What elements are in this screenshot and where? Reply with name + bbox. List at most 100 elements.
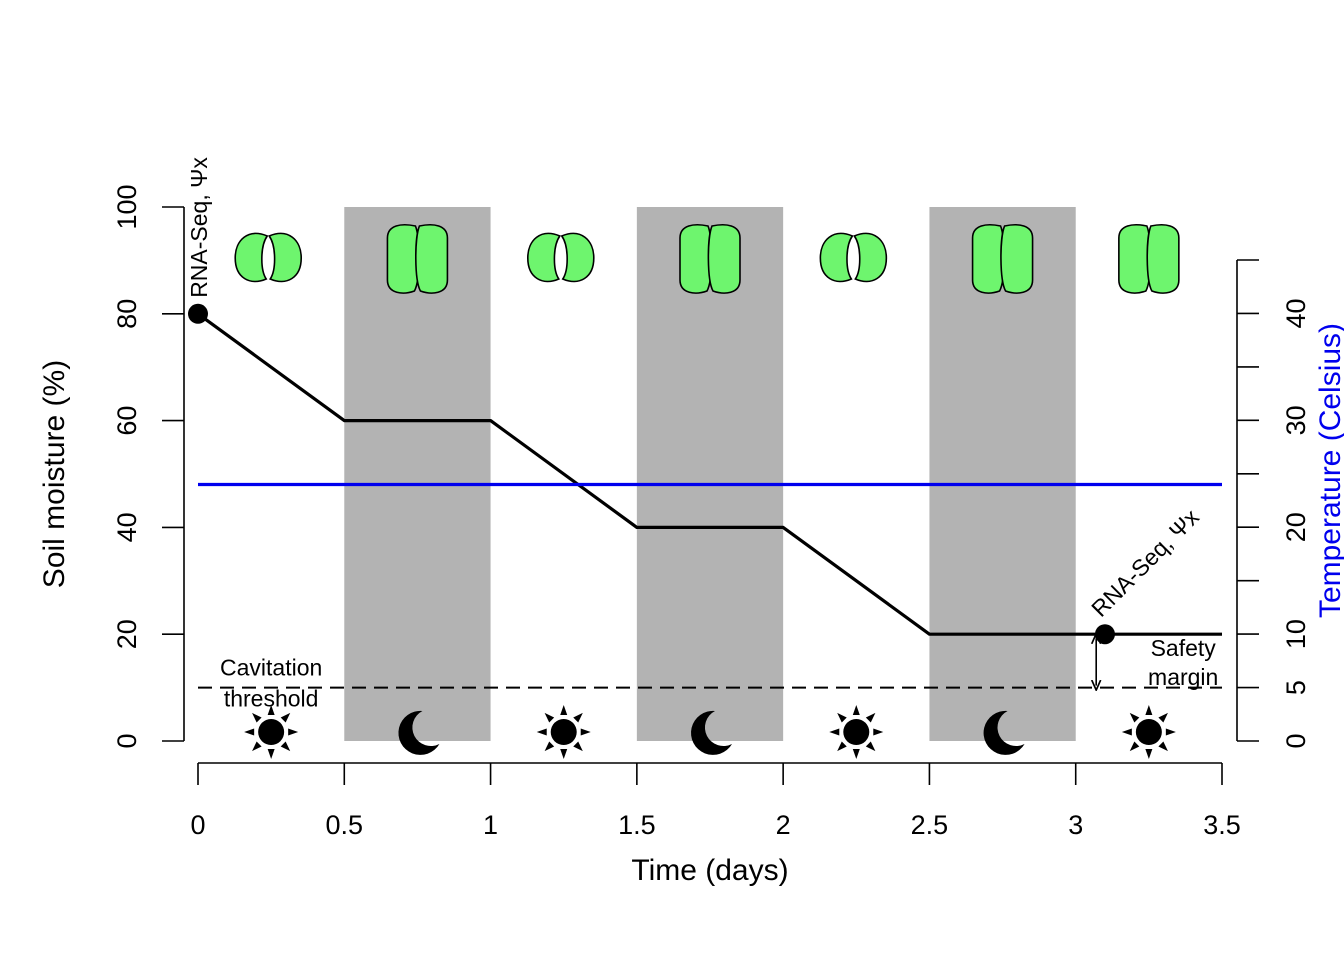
- sun-ray: [544, 712, 555, 723]
- guard-cell: [526, 232, 562, 283]
- moon-shape: [691, 710, 732, 755]
- x-tick-label: 0: [190, 810, 205, 840]
- y2-tick-label: 10: [1281, 619, 1311, 649]
- guard-cell: [1118, 223, 1152, 294]
- sun-ray: [267, 749, 275, 759]
- sampling-point-label: RNA-Seq, Ψx: [186, 157, 212, 298]
- sun-ray: [1121, 728, 1132, 736]
- sun-ray: [280, 712, 291, 723]
- night-band: [344, 207, 491, 741]
- stomata-icons: [234, 223, 1180, 294]
- x-axis-title: Time (days): [631, 854, 788, 887]
- sampling-point: [188, 303, 208, 324]
- guard-cell: [386, 223, 420, 294]
- guard-cell: [707, 223, 741, 294]
- sun-ray: [865, 712, 876, 723]
- x-tick-label: 0.5: [326, 810, 364, 840]
- sun-ray: [837, 741, 847, 752]
- sun-ray: [852, 705, 860, 715]
- sun-disc: [258, 719, 285, 745]
- sun-ray: [1145, 749, 1153, 759]
- closed-stomata-icon: [234, 232, 303, 283]
- cavitation-threshold: Cavitation threshold: [198, 655, 1222, 712]
- y-axis-title: Soil moisture (%): [38, 360, 71, 588]
- guard-cell: [415, 223, 449, 294]
- sampling-point: [1094, 624, 1115, 645]
- y-tick-label: 80: [112, 299, 142, 329]
- safety-margin-label: margin: [1148, 664, 1218, 690]
- sampling-point-label: RNA-Seq, Ψx: [1086, 504, 1204, 622]
- moon-icon: [398, 710, 440, 755]
- sun-ray: [1129, 741, 1140, 752]
- sun-ray: [288, 728, 299, 736]
- x-tick-label: 1: [483, 810, 498, 840]
- sun-ray: [244, 728, 255, 736]
- sun-ray: [280, 741, 291, 752]
- x-tick-label: 2: [776, 810, 791, 840]
- sun-ray: [252, 712, 262, 723]
- guard-cell: [853, 232, 888, 283]
- sun-ray: [560, 749, 568, 759]
- night-bands: [344, 207, 1076, 741]
- sun-disc: [550, 719, 577, 745]
- y-tick-label: 20: [112, 619, 142, 649]
- sky-icons: [244, 705, 1176, 759]
- sun-ray: [1158, 741, 1168, 752]
- sun-ray: [829, 728, 840, 736]
- y2-tick-label: 40: [1281, 298, 1311, 328]
- y-tick-label: 60: [112, 406, 142, 436]
- moon-shape: [398, 710, 440, 755]
- safety-margin: Safety margin: [1096, 635, 1218, 690]
- sun-disc: [1135, 719, 1162, 745]
- sun-ray: [873, 728, 884, 736]
- guard-cell: [267, 232, 303, 283]
- closed-stomata-icon: [526, 232, 595, 283]
- sun-ray: [580, 728, 591, 736]
- y-tick-label: 0: [112, 733, 142, 748]
- guard-cell: [560, 232, 595, 283]
- guard-cell: [1146, 223, 1180, 294]
- y2-axis-title: Temperature (Celsius): [1314, 323, 1344, 618]
- safety-margin-label: Safety: [1151, 635, 1217, 661]
- guard-cell: [1000, 223, 1034, 294]
- threshold-label: threshold: [224, 686, 319, 712]
- moon-icon: [983, 710, 1025, 755]
- y-tick-label: 40: [112, 512, 142, 542]
- sun-ray: [1165, 728, 1176, 736]
- guard-cell: [679, 223, 713, 294]
- threshold-label: Cavitation: [220, 655, 322, 681]
- sun-ray: [1145, 705, 1153, 715]
- sun-ray: [544, 741, 555, 752]
- open-stomata-icon: [386, 223, 449, 294]
- x-tick-label: 3.5: [1203, 810, 1241, 840]
- y2-tick-label: 20: [1281, 512, 1311, 542]
- open-stomata-icon: [1118, 223, 1180, 294]
- x-tick-label: 1.5: [618, 810, 656, 840]
- guard-cell: [971, 223, 1005, 294]
- sun-ray: [1158, 712, 1168, 723]
- x-tick-label: 3: [1068, 810, 1083, 840]
- sun-ray: [837, 712, 847, 723]
- sun-ray: [573, 712, 583, 723]
- x-tick-label: 2.5: [911, 810, 949, 840]
- sun-ray: [267, 705, 275, 715]
- sun-ray: [865, 741, 876, 752]
- y2-tick-label: 0: [1281, 733, 1311, 748]
- night-band: [636, 207, 784, 741]
- night-band: [929, 207, 1076, 741]
- sun-ray: [536, 728, 547, 736]
- sun-disc: [843, 719, 870, 745]
- y-tick-label: 100: [112, 184, 142, 229]
- sun-icon: [829, 705, 884, 759]
- sun-ray: [852, 749, 860, 759]
- sun-icon: [244, 705, 299, 759]
- open-stomata-icon: [679, 223, 741, 294]
- sun-ray: [573, 741, 583, 752]
- axes: 0 0.5 1 1.5 2 2.5 3 3.5 0 20 40 60 80 100 0 5 10 20 30 40: [112, 184, 1311, 840]
- soil-moisture-line: [197, 312, 1222, 636]
- sun-ray: [1129, 712, 1140, 723]
- moon-icon: [691, 710, 732, 755]
- sun-ray: [252, 741, 262, 752]
- sun-ray: [560, 705, 568, 715]
